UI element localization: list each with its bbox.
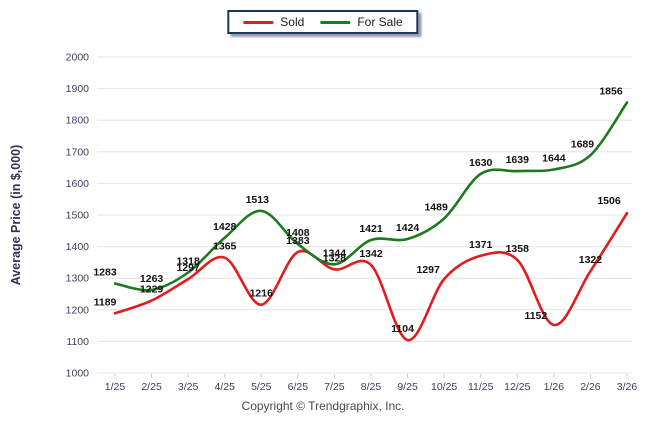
point-label-for-sale: 1630 [469,157,493,169]
point-label-for-sale: 1283 [93,267,117,279]
point-label-for-sale: 1689 [571,138,595,150]
point-label-sold: 1229 [140,284,164,296]
point-label-for-sale: 1856 [599,86,623,98]
point-label-for-sale: 1318 [176,256,200,268]
point-label-sold: 1383 [286,235,310,247]
y-tick-label: 1100 [66,336,89,348]
point-label-for-sale: 1424 [396,222,420,234]
point-label-sold: 1297 [416,264,440,276]
legend-label-sold: Sold [280,15,305,29]
legend-item-sold: Sold [243,16,304,28]
point-label-for-sale: 1644 [542,152,566,164]
point-label-sold: 1342 [359,248,383,260]
point-label-for-sale: 1421 [359,223,383,235]
point-label-sold: 1506 [597,195,621,207]
y-tick-label: 1600 [66,178,90,190]
series-line-sold [113,211,629,342]
point-label-sold: 1358 [506,243,530,255]
sold-line-swatch-icon [243,20,274,24]
x-tick-label: 1/26 [544,381,565,393]
legend: Sold For Sale [227,10,419,34]
point-label-for-sale: 1428 [213,221,237,233]
y-tick-label: 1000 [66,368,90,380]
x-tick-label: 2/25 [141,381,162,393]
y-tick-label: 1300 [66,273,90,285]
copyright: Copyright © Trendgraphix, Inc. [241,399,405,413]
y-tick-label: 1400 [66,241,90,253]
point-label-sold: 1371 [469,239,493,251]
series-line-for-sale [113,101,629,292]
point-label-sold: 1216 [250,288,274,300]
y-tick-label: 2000 [66,52,90,64]
point-label-for-sale: 1344 [323,247,347,259]
point-label-for-sale: 1513 [246,194,270,206]
x-tick-label: 5/25 [251,381,272,393]
point-label-for-sale: 1263 [140,273,164,285]
point-label-for-sale: 1408 [286,227,310,239]
x-tick-label: 3/26 [617,381,638,393]
y-tick-label: 1700 [66,146,90,158]
point-label-sold: 1322 [579,254,603,266]
y-tick-label: 1800 [66,115,90,127]
x-tick-label: 12/25 [504,381,530,393]
point-label-sold: 1365 [213,241,237,253]
x-tick-label: 3/25 [178,381,199,393]
point-label-sold: 1297 [176,262,200,274]
x-tick-label: 4/25 [214,381,235,393]
legend-item-for-sale: For Sale [320,15,403,29]
x-tick-label: 2/26 [580,381,601,393]
legend-label-for-sale: For Sale [357,15,403,29]
point-label-for-sale: 1639 [506,154,530,166]
y-tick-label: 1200 [66,304,90,316]
point-label-sold: 1189 [94,296,117,308]
x-tick-label: 8/25 [361,381,382,393]
x-tick-label: 9/25 [397,381,418,393]
x-tick-label: 7/25 [324,381,345,393]
point-label-sold: 1152 [524,310,547,322]
x-tick-label: 11/25 [468,381,494,393]
y-tick-label: 1900 [66,83,90,95]
for-sale-line-swatch-icon [320,20,351,24]
x-tick-label: 10/25 [431,381,457,393]
point-label-sold: 1328 [323,252,347,264]
x-tick-label: 6/25 [288,381,309,393]
x-tick-label: 1/25 [105,381,126,393]
point-label-for-sale: 1489 [424,201,448,213]
y-tick-label: 1500 [66,210,90,222]
point-label-sold: 1104 [391,323,414,335]
y-axis-title: Average Price (in $,000) [9,145,23,286]
